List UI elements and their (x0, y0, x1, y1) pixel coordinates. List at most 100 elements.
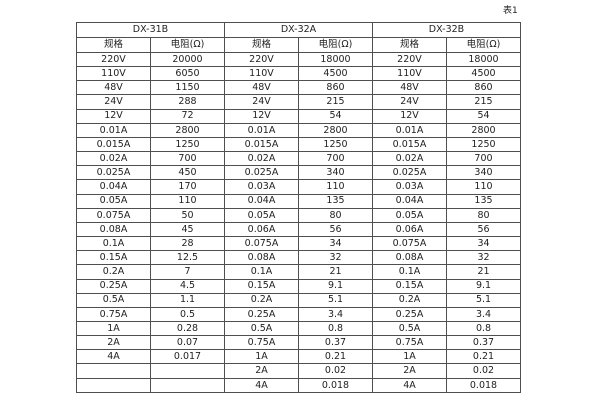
resistance-cell: 18000 (446, 51, 521, 68)
resistance-cell: 4500 (446, 66, 521, 82)
resistance-cell: 20000 (150, 51, 225, 68)
spec-cell: 12V (76, 108, 151, 124)
spec-cell: 24V (76, 94, 151, 110)
resistance-cell: 18000 (298, 51, 373, 68)
resistance-cell: 0.017 (150, 349, 225, 365)
table-row: 0.075A 50 0.05A 80 0.05A 80 (76, 207, 521, 223)
resistance-cell: 0.37 (446, 335, 521, 351)
spec-cell (76, 363, 151, 379)
table-head: DX-31B DX-32A DX-32B 规格 电阻(Ω) 规格 电阻(Ω) 规… (76, 22, 521, 53)
resistance-cell: 9.1 (298, 278, 373, 294)
spec-cell: 110V (224, 66, 299, 82)
resistance-cell: 3.4 (298, 306, 373, 322)
resistance-cell: 0.28 (150, 320, 225, 337)
resistance-cell: 340 (446, 165, 521, 181)
spec-cell: 0.025A (372, 165, 447, 181)
group-header-row: DX-31B DX-32A DX-32B (76, 22, 521, 38)
spec-cell: 2A (372, 363, 447, 379)
spec-cell: 0.02A (224, 151, 299, 167)
group-header-dx-32a: DX-32A (224, 22, 373, 38)
group-header-dx-31b: DX-31B (76, 22, 225, 38)
resistance-cell: 54 (446, 108, 521, 124)
resistance-cell: 28 (150, 236, 225, 252)
resistance-cell: 0.07 (150, 335, 225, 351)
spec-cell: 0.15A (372, 278, 447, 294)
resistance-cell: 34 (446, 236, 521, 252)
spec-cell: 0.1A (224, 264, 299, 280)
spec-cell: 0.15A (76, 250, 151, 266)
spec-cell: 4A (76, 349, 151, 365)
resistance-cell: 56 (446, 221, 521, 238)
resistance-cell: 288 (150, 94, 225, 110)
spec-cell: 0.075A (372, 236, 447, 252)
spec-cell: 1A (76, 320, 151, 337)
resistance-cell: 0.37 (298, 335, 373, 351)
spec-cell: 0.2A (224, 292, 299, 308)
spec-cell: 4A (372, 377, 447, 394)
spec-cell: 0.02A (76, 151, 151, 167)
spec-cell: 0.01A (372, 122, 447, 138)
table-row: 24V 288 24V 215 24V 215 (76, 94, 521, 110)
resistance-cell: 170 (150, 179, 225, 195)
spec-cell: 220V (76, 51, 151, 68)
resistance-cell: 450 (150, 165, 225, 181)
resistance-cell: 56 (298, 221, 373, 238)
spec-cell: 0.75A (372, 335, 447, 351)
resistance-cell: 215 (446, 94, 521, 110)
table-caption: 表1 (503, 6, 518, 16)
spec-cell: 0.25A (372, 306, 447, 322)
resistance-cell: 34 (298, 236, 373, 252)
resistance-cell: 72 (150, 108, 225, 124)
spec-cell: 1A (224, 349, 299, 365)
table-row: 4A 0.018 4A 0.018 (76, 377, 521, 394)
resistance-cell: 21 (446, 264, 521, 280)
resistance-cell: 0.21 (298, 349, 373, 365)
resistance-cell: 135 (298, 193, 373, 209)
spec-cell: 0.1A (76, 236, 151, 252)
spec-cell: 0.25A (76, 278, 151, 294)
spec-cell: 0.5A (76, 292, 151, 308)
resistance-cell: 4500 (298, 66, 373, 82)
spec-cell: 48V (372, 80, 447, 96)
resistance-cell: 9.1 (446, 278, 521, 294)
table-row: 12V 72 12V 54 12V 54 (76, 108, 521, 124)
spec-cell: 0.05A (372, 207, 447, 223)
table-row: 0.015A 1250 0.015A 1250 0.015A 1250 (76, 136, 521, 153)
table-row: 0.75A 0.5 0.25A 3.4 0.25A 3.4 (76, 306, 521, 322)
resistance-cell: 700 (446, 151, 521, 167)
resistance-cell: 1250 (446, 136, 521, 153)
table-row: 0.02A 700 0.02A 700 0.02A 700 (76, 151, 521, 167)
table-row: 0.1A 28 0.075A 34 0.075A 34 (76, 236, 521, 252)
resistance-cell: 0.21 (446, 349, 521, 365)
column-header-resistance-dx-31b: 电阻(Ω) (150, 37, 225, 53)
spec-cell: 0.04A (224, 193, 299, 209)
resistance-cell: 0.5 (150, 306, 225, 322)
group-header-dx-32b: DX-32B (372, 22, 521, 38)
resistance-cell: 340 (298, 165, 373, 181)
spec-cell: 0.2A (372, 292, 447, 308)
column-header-resistance-dx-32a: 电阻(Ω) (298, 37, 373, 53)
spec-cell: 0.08A (76, 221, 151, 238)
table-row: 48V 1150 48V 860 48V 860 (76, 80, 521, 96)
resistance-cell: 1250 (150, 136, 225, 153)
spec-cell: 4A (224, 377, 299, 394)
resistance-cell: 1.1 (150, 292, 225, 308)
spec-cell: 0.04A (76, 179, 151, 195)
resistance-table: DX-31B DX-32A DX-32B 规格 电阻(Ω) 规格 电阻(Ω) 规… (76, 22, 521, 394)
table-row: 0.25A 4.5 0.15A 9.1 0.15A 9.1 (76, 278, 521, 294)
spec-cell: 0.03A (224, 179, 299, 195)
table-row: 0.04A 170 0.03A 110 0.03A 110 (76, 179, 521, 195)
resistance-cell: 2800 (446, 122, 521, 138)
spec-cell: 12V (224, 108, 299, 124)
resistance-cell: 110 (298, 179, 373, 195)
resistance-cell: 50 (150, 207, 225, 223)
spec-cell: 110V (372, 66, 447, 82)
resistance-cell: 0.8 (446, 320, 521, 337)
resistance-cell: 32 (446, 250, 521, 266)
resistance-cell: 4.5 (150, 278, 225, 294)
spec-cell: 48V (224, 80, 299, 96)
spec-cell: 1A (372, 349, 447, 365)
spec-cell: 0.08A (224, 250, 299, 266)
table-row: 2A 0.02 2A 0.02 (76, 363, 521, 379)
spec-cell: 24V (372, 94, 447, 110)
